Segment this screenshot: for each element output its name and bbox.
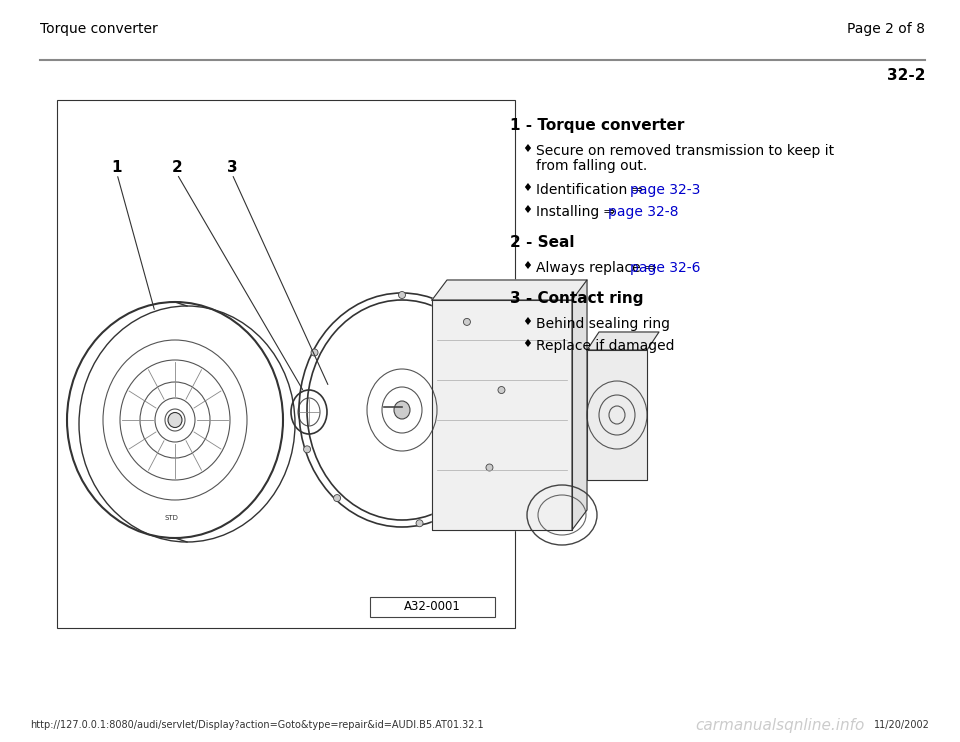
Polygon shape bbox=[587, 350, 647, 480]
Polygon shape bbox=[432, 280, 587, 300]
Ellipse shape bbox=[464, 318, 470, 326]
Ellipse shape bbox=[416, 519, 423, 527]
Text: Page 2 of 8: Page 2 of 8 bbox=[847, 22, 925, 36]
Text: 3: 3 bbox=[227, 160, 237, 175]
Text: Replace if damaged: Replace if damaged bbox=[536, 339, 675, 353]
Text: Secure on removed transmission to keep it: Secure on removed transmission to keep i… bbox=[536, 144, 834, 158]
Ellipse shape bbox=[311, 349, 318, 356]
Polygon shape bbox=[432, 300, 572, 530]
Bar bbox=[370, 597, 495, 617]
Text: Torque converter: Torque converter bbox=[40, 22, 157, 36]
Text: Always replace ⇒: Always replace ⇒ bbox=[536, 261, 661, 275]
Ellipse shape bbox=[498, 387, 505, 393]
Ellipse shape bbox=[398, 292, 405, 298]
Text: 11/20/2002: 11/20/2002 bbox=[875, 720, 930, 730]
Text: ♦: ♦ bbox=[522, 205, 532, 215]
Polygon shape bbox=[572, 280, 587, 530]
Text: ♦: ♦ bbox=[522, 144, 532, 154]
Ellipse shape bbox=[333, 495, 341, 502]
Text: 32-2: 32-2 bbox=[886, 68, 925, 83]
Polygon shape bbox=[587, 332, 659, 350]
Text: A32-0001: A32-0001 bbox=[404, 600, 461, 614]
Text: page 32-8: page 32-8 bbox=[608, 205, 678, 219]
Text: 3 - Contact ring: 3 - Contact ring bbox=[510, 291, 643, 306]
Text: ♦: ♦ bbox=[522, 339, 532, 349]
Text: ♦: ♦ bbox=[522, 261, 532, 271]
Text: ♦: ♦ bbox=[522, 317, 532, 327]
Text: Behind sealing ring: Behind sealing ring bbox=[536, 317, 670, 331]
Text: page 32-6: page 32-6 bbox=[630, 261, 700, 275]
Text: http://127.0.0.1:8080/audi/servlet/Display?action=Goto&type=repair&id=AUDI.B5.AT: http://127.0.0.1:8080/audi/servlet/Displ… bbox=[30, 720, 484, 730]
Text: STD: STD bbox=[164, 515, 178, 521]
Ellipse shape bbox=[168, 413, 182, 427]
Ellipse shape bbox=[486, 464, 493, 471]
Text: 1: 1 bbox=[111, 160, 122, 175]
Text: page 32-3: page 32-3 bbox=[630, 183, 700, 197]
Ellipse shape bbox=[394, 401, 410, 419]
Text: carmanualsqnline.info: carmanualsqnline.info bbox=[695, 718, 864, 733]
Text: 2 - Seal: 2 - Seal bbox=[510, 235, 574, 250]
Text: 1 - Torque converter: 1 - Torque converter bbox=[510, 118, 684, 133]
Ellipse shape bbox=[303, 446, 311, 453]
Text: from falling out.: from falling out. bbox=[536, 159, 647, 173]
Text: 2: 2 bbox=[172, 160, 182, 175]
Text: Installing ⇒: Installing ⇒ bbox=[536, 205, 619, 219]
Text: Identification ⇒: Identification ⇒ bbox=[536, 183, 648, 197]
Bar bbox=[57, 100, 515, 628]
Text: ♦: ♦ bbox=[522, 183, 532, 193]
